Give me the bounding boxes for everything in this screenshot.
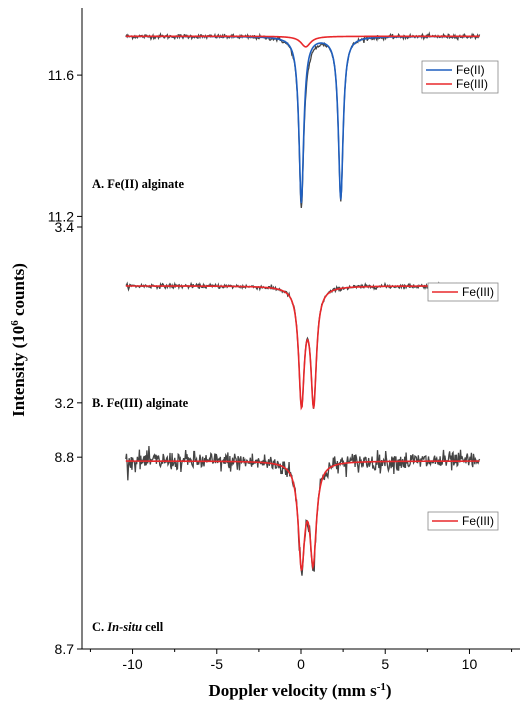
legend-label: Fe(III) xyxy=(462,514,494,528)
y-tick-label: 8.7 xyxy=(55,641,75,657)
panel-label: B. Fe(III) alginate xyxy=(92,396,189,410)
x-tick-label: 0 xyxy=(297,656,305,672)
x-axis-title-main: Doppler velocity (mm s xyxy=(208,681,377,700)
y-axis-title: Intensity (106 counts) xyxy=(9,263,28,417)
x-tick-label: -5 xyxy=(211,656,224,672)
panel-label-suffix: cell xyxy=(142,620,164,634)
x-tick-label: 10 xyxy=(462,656,478,672)
legend: Fe(II)Fe(III) xyxy=(421,60,499,94)
x-axis-title-close: ) xyxy=(386,681,392,700)
y-tick-label: 8.8 xyxy=(55,449,75,465)
legend-label: Fe(II) xyxy=(456,63,485,77)
x-axis-title-sup: -1 xyxy=(377,681,386,693)
legend: Fe(III) xyxy=(427,282,499,302)
x-tick-label: -10 xyxy=(122,656,142,672)
x-axis: -10 -5 0 5 10 xyxy=(82,648,520,672)
panel-label-prefix: C. xyxy=(92,620,107,634)
panel-1: 11.2 11.6 A. Fe(II) alginate Fe(II)Fe(III) xyxy=(48,8,499,227)
x-axis-title: Doppler velocity (mm s-1) xyxy=(208,681,391,700)
legend-frame xyxy=(427,282,499,302)
panel-2: 3.2 3.4 B. Fe(III) alginate Fe(III) xyxy=(55,219,499,438)
y-axis-title-sup: 6 xyxy=(9,320,21,326)
y-tick-label: 3.2 xyxy=(55,395,75,411)
y-tick-label: 11.2 xyxy=(48,208,74,224)
panel-label: C. In-situ cell xyxy=(92,620,164,634)
fit-series-line xyxy=(125,460,480,572)
y-tick-label: 3.4 xyxy=(55,219,75,235)
panels-layer: 11.211.6A. Fe(II) alginateFe(II)Fe(III)3… xyxy=(48,8,499,657)
legend-frame xyxy=(427,511,499,531)
panel-label-italic: In-situ xyxy=(106,620,142,634)
panel-label: A. Fe(II) alginate xyxy=(92,177,184,191)
legend-label: Fe(III) xyxy=(456,77,488,91)
x-tick-label: 5 xyxy=(381,656,389,672)
legend-label: Fe(III) xyxy=(462,285,494,299)
fit-series-line xyxy=(125,35,480,48)
legend: Fe(III) xyxy=(427,511,499,531)
y-tick-label: 11.6 xyxy=(48,67,74,83)
legend-frame xyxy=(421,60,499,94)
y-axis-title-close: counts) xyxy=(9,263,28,320)
panel-3: 8.7 8.8 C. In-situ cell Fe(III) xyxy=(55,438,499,657)
fit-series-line xyxy=(125,285,480,411)
y-axis-title-main: Intensity (10 xyxy=(9,326,28,417)
